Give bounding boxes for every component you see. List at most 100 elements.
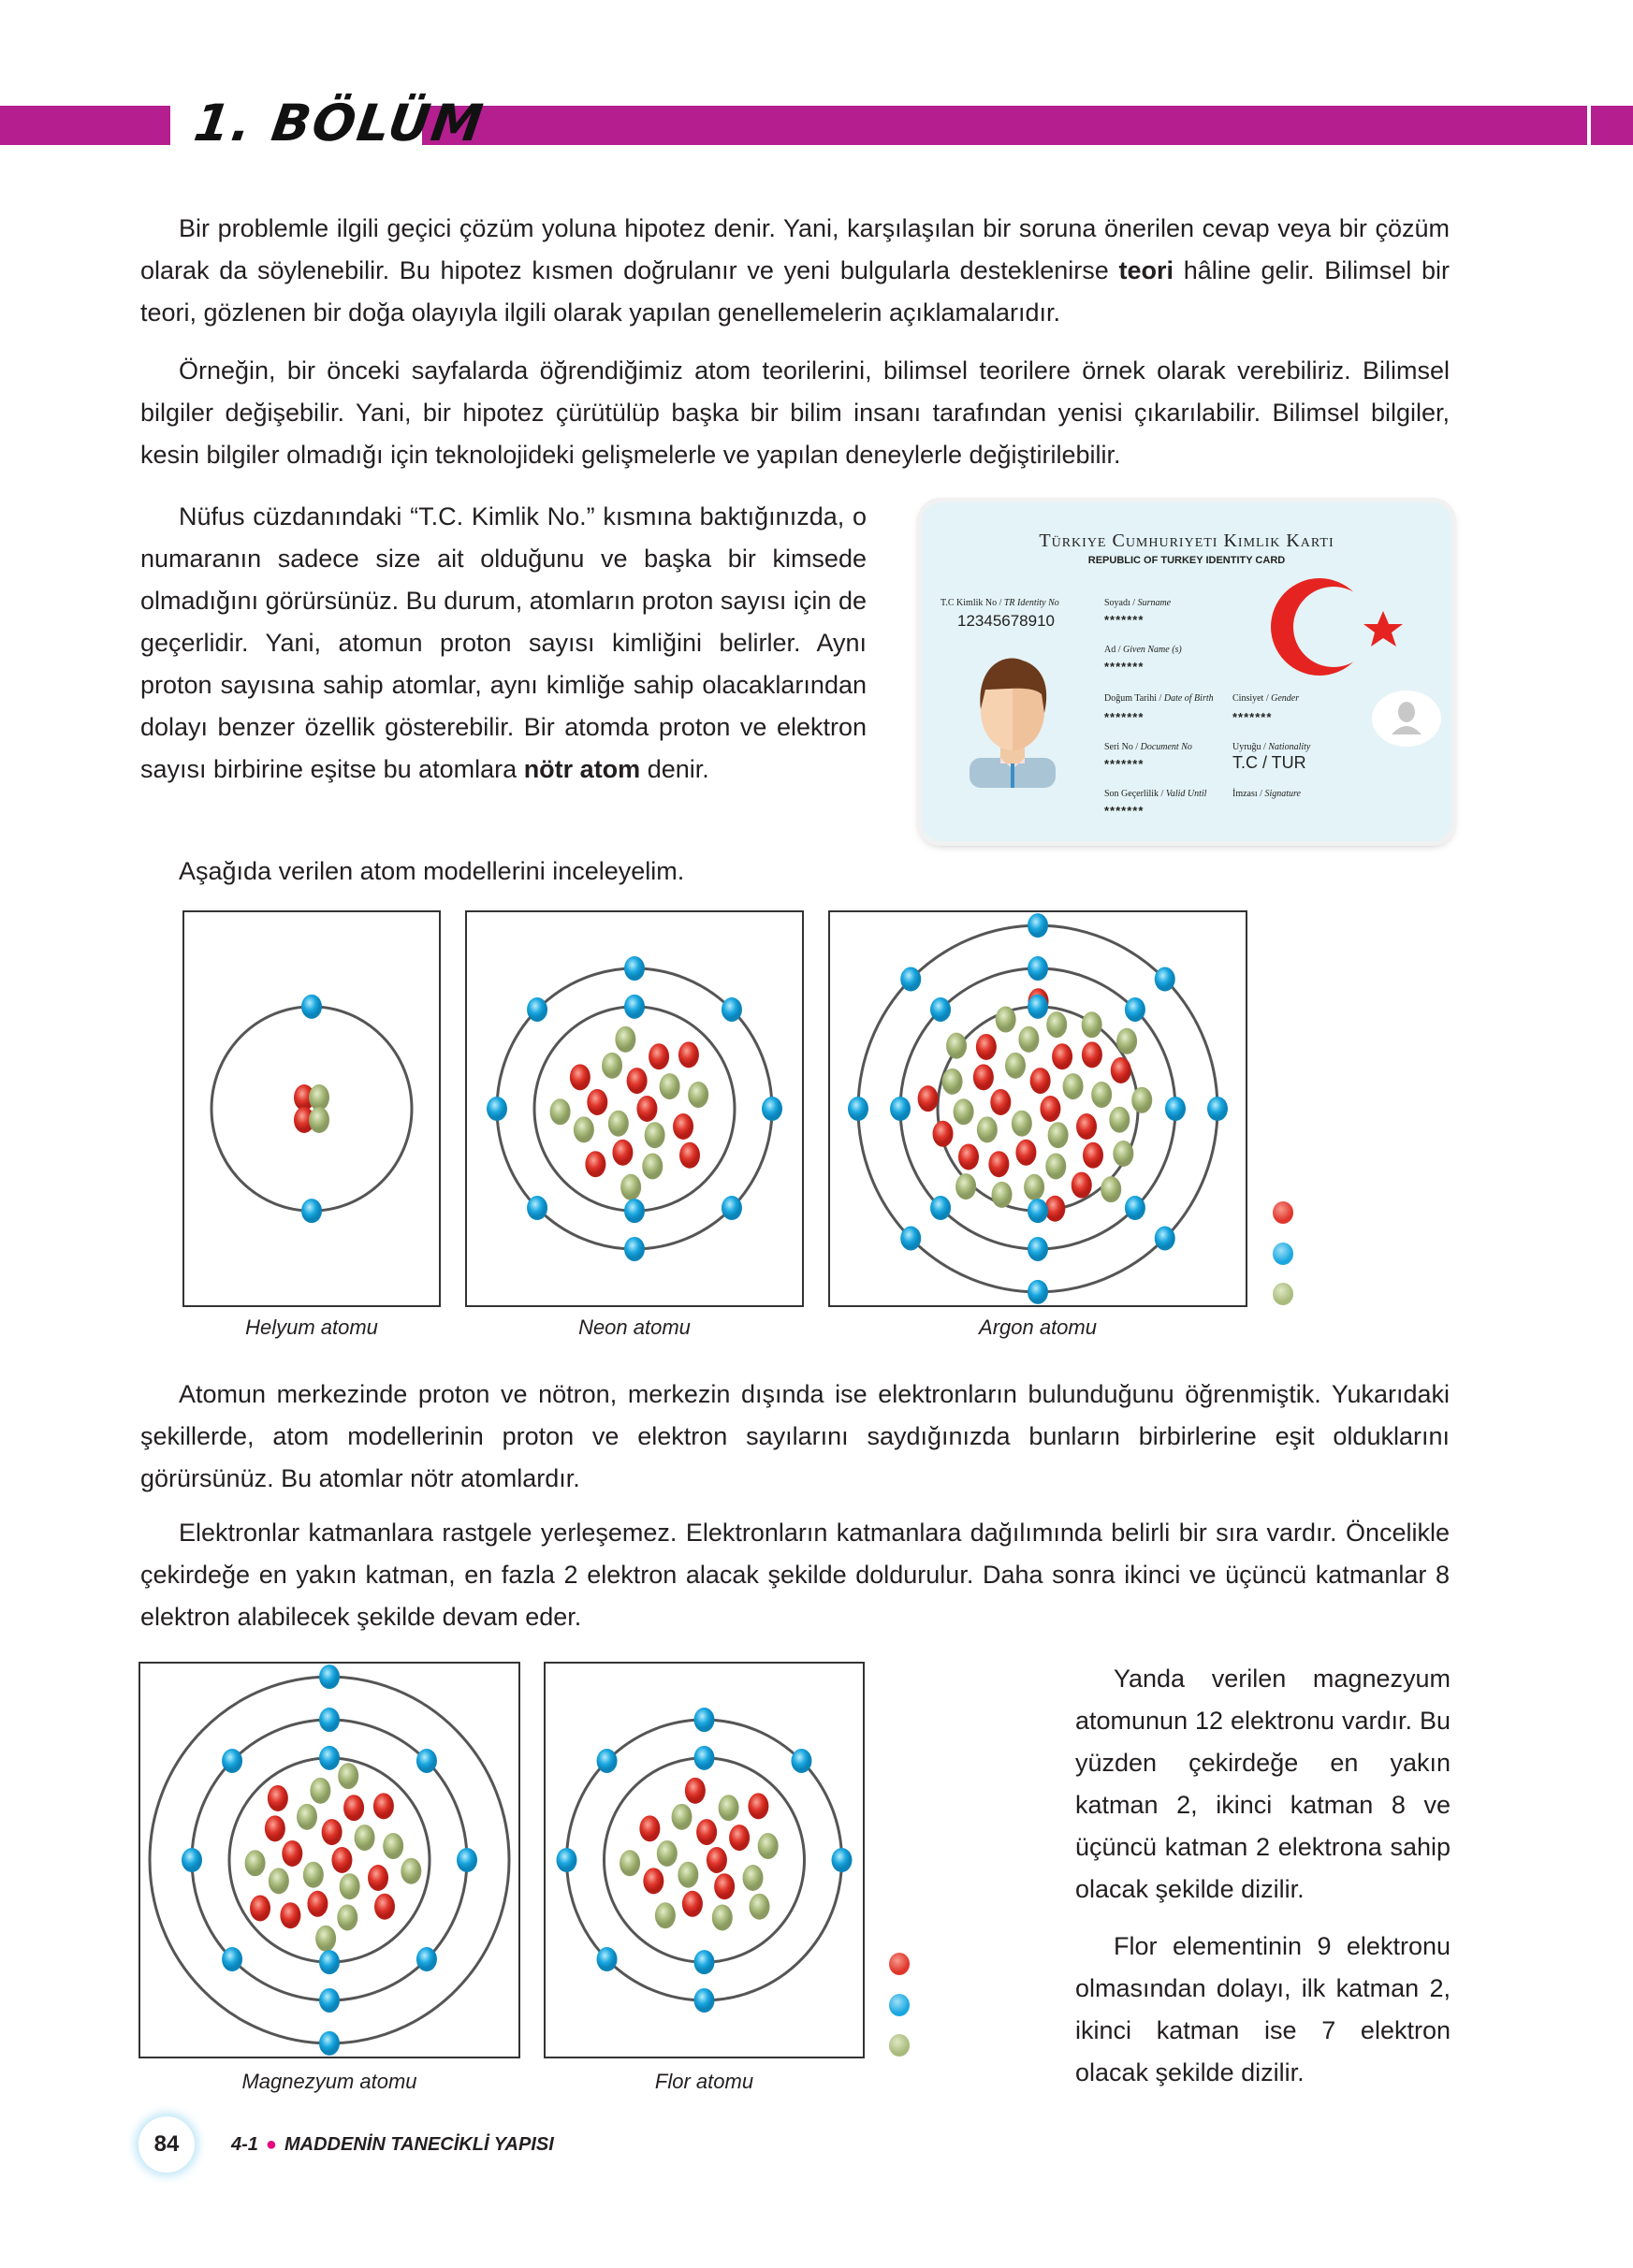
electron: [831, 1848, 853, 1872]
electron: [762, 1097, 782, 1121]
electron: [721, 1196, 742, 1221]
id-number-label: T.C Kimlik No / TR Identity No: [940, 598, 1059, 608]
electron: [930, 1196, 952, 1221]
electron: [1028, 1199, 1048, 1224]
proton: [1015, 1139, 1037, 1166]
paragraph-magnesium: Yanda verilen magnezyum atomunun 12 elek…: [1075, 1665, 1451, 1903]
neutron: [946, 1032, 968, 1059]
proton: [612, 1139, 634, 1166]
paragraph-neutral-atoms: Atomun merkezinde proton ve nötron, merk…: [140, 1380, 1450, 1492]
neon-atom-diagram: [487, 956, 782, 1261]
neutron: [1081, 1011, 1102, 1039]
neutron: [337, 1904, 358, 1931]
page-number: 84: [139, 2116, 195, 2173]
proton: [684, 1777, 706, 1804]
neutron: [309, 1107, 329, 1133]
electron: [1124, 996, 1145, 1022]
electron: [319, 1665, 340, 1690]
field-value: *******: [1232, 710, 1273, 724]
electron: [890, 1097, 911, 1121]
legend-electron-icon: [889, 1994, 910, 2016]
proton: [748, 1793, 769, 1820]
field-value: *******: [1104, 660, 1145, 674]
magnesium-atom-figure: [139, 1662, 520, 2058]
neutron: [401, 1857, 422, 1884]
id-card-image: Türkiye Cumhuriyeti Kimlik Kartı REPUBLI…: [922, 502, 1451, 841]
neutron: [310, 1777, 331, 1804]
electron: [319, 1950, 340, 1975]
electron: [319, 2030, 340, 2056]
electron: [900, 1226, 922, 1251]
crescent-star-icon: [1271, 578, 1403, 676]
proton: [280, 1902, 301, 1929]
proton: [585, 1151, 606, 1178]
proton: [932, 1120, 954, 1147]
id-card-subtitle: REPUBLIC OF TURKEY IDENTITY CARD: [1087, 555, 1286, 566]
field-value: *******: [1104, 613, 1145, 627]
neutron: [602, 1052, 623, 1079]
field-label: Soyadı / Surname: [1104, 598, 1172, 608]
neutron: [644, 1122, 665, 1149]
bullet-icon: ●: [265, 2134, 277, 2155]
proton: [636, 1096, 658, 1122]
proton: [678, 1041, 699, 1069]
electron: [693, 1708, 715, 1733]
electron: [624, 994, 645, 1019]
electron: [182, 1848, 202, 1872]
neutron: [1047, 1122, 1069, 1149]
header-bar-right: [422, 106, 1587, 145]
proton: [639, 1815, 661, 1842]
proton: [681, 1890, 703, 1917]
proton: [1044, 1195, 1066, 1222]
header-bar-left: [0, 106, 170, 145]
proton: [374, 1893, 396, 1920]
neutron: [953, 1098, 974, 1126]
legend-electron-icon: [1273, 1243, 1293, 1265]
proton: [569, 1064, 591, 1091]
electron: [624, 1199, 645, 1224]
neutron: [1005, 1052, 1027, 1079]
neutron: [656, 1839, 678, 1867]
electron: [1154, 1226, 1175, 1251]
electron: [693, 1745, 715, 1770]
electron: [301, 1199, 322, 1224]
electron: [1124, 1196, 1145, 1221]
magnesium-caption: Magnezyum atomu: [241, 2070, 417, 2093]
electron: [1154, 967, 1175, 992]
proton: [267, 1784, 288, 1811]
proton: [643, 1868, 664, 1895]
ghost-photo-icon: [1372, 691, 1441, 747]
legend-neutron-icon: [1273, 1283, 1293, 1305]
proton: [706, 1847, 727, 1873]
neutron: [1109, 1106, 1130, 1133]
proton: [587, 1088, 608, 1115]
proton: [958, 1143, 980, 1170]
electron: [556, 1848, 577, 1872]
helium-caption: Helyum atomu: [245, 1316, 378, 1339]
fluorine-caption: Flor atomu: [654, 2070, 754, 2093]
field-label: Seri No / Document No: [1104, 742, 1192, 752]
proton: [990, 1088, 1012, 1115]
paragraph-identity: Nüfus cüzdanındaki “T.C. Kimlik No.” kıs…: [140, 502, 867, 783]
electron: [596, 1748, 618, 1773]
id-number-value: 12345678910: [957, 612, 1056, 630]
proton: [1076, 1113, 1098, 1141]
helium-atom-diagram: [210, 994, 414, 1224]
proton: [975, 1033, 997, 1060]
neutron: [671, 1803, 693, 1830]
argon-atom-figure: [828, 910, 1247, 1307]
legend-neutron-icon: [889, 2034, 910, 2057]
neutron: [659, 1073, 680, 1100]
neutron: [718, 1795, 739, 1822]
neutron: [302, 1861, 324, 1888]
proton: [343, 1795, 365, 1822]
proton: [372, 1793, 394, 1820]
neutron: [607, 1110, 629, 1137]
neutron: [1091, 1082, 1113, 1109]
paragraph-fluorine: Flor elementinin 9 elektronu olmasından …: [1075, 1932, 1451, 2086]
proton: [1052, 1043, 1073, 1070]
electron: [596, 1947, 618, 1972]
neutron: [354, 1825, 375, 1852]
fluorine-atom-diagram: [556, 1708, 853, 2013]
neutron: [711, 1904, 733, 1931]
